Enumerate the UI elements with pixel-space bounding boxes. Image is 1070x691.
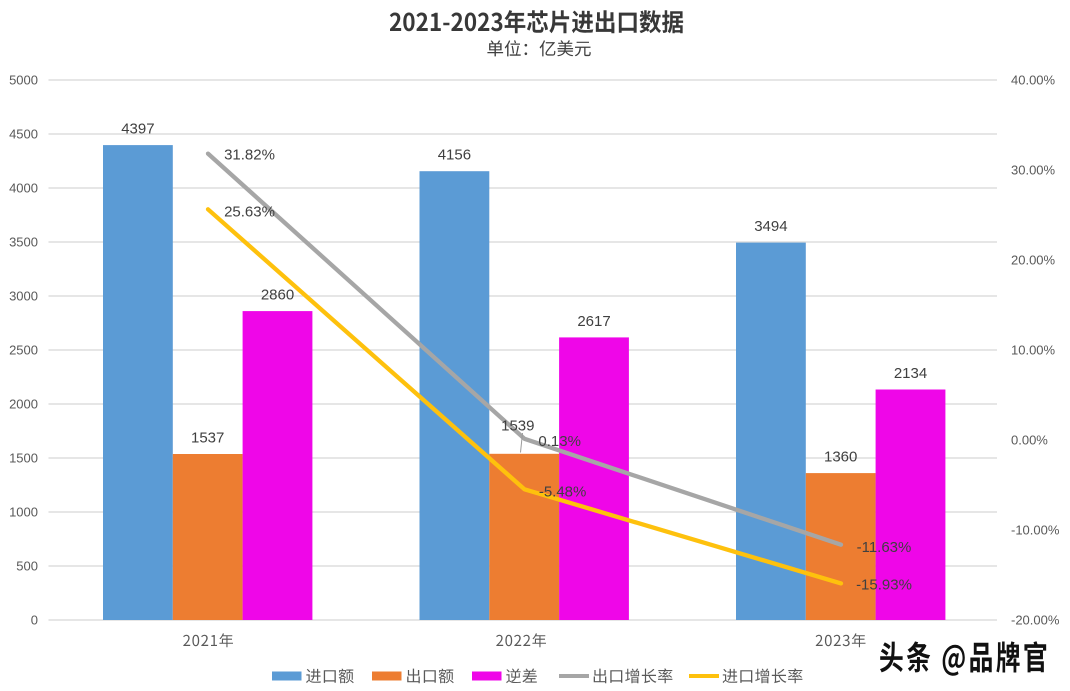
svg-text:4500: 4500 <box>9 127 38 142</box>
svg-text:4000: 4000 <box>9 181 38 196</box>
svg-text:-11.63%: -11.63% <box>857 539 912 556</box>
svg-text:1500: 1500 <box>9 451 38 466</box>
svg-text:3500: 3500 <box>9 235 38 250</box>
svg-text:5000: 5000 <box>9 73 38 88</box>
svg-text:3000: 3000 <box>9 289 38 304</box>
svg-text:2000: 2000 <box>9 397 38 412</box>
svg-text:1360: 1360 <box>824 449 857 466</box>
svg-text:0: 0 <box>31 613 38 628</box>
svg-text:-15.93%: -15.93% <box>856 577 912 594</box>
svg-text:40.00%: 40.00% <box>1011 73 1056 88</box>
svg-text:10.00%: 10.00% <box>1011 343 1056 358</box>
svg-text:2500: 2500 <box>9 343 38 358</box>
svg-text:2617: 2617 <box>577 313 610 330</box>
svg-text:30.00%: 30.00% <box>1011 163 1056 178</box>
svg-text:2860: 2860 <box>261 287 294 304</box>
svg-text:0.13%: 0.13% <box>538 433 581 450</box>
svg-text:4397: 4397 <box>121 121 154 138</box>
svg-text:2134: 2134 <box>894 365 927 382</box>
svg-text:1000: 1000 <box>9 505 38 520</box>
svg-text:0.00%: 0.00% <box>1011 433 1048 448</box>
svg-text:4156: 4156 <box>438 147 471 164</box>
svg-text:500: 500 <box>16 559 38 574</box>
svg-text:1537: 1537 <box>191 430 224 447</box>
svg-text:31.82%: 31.82% <box>224 147 275 164</box>
svg-text:20.00%: 20.00% <box>1011 253 1056 268</box>
svg-text:1539: 1539 <box>501 418 534 435</box>
svg-text:-10.00%: -10.00% <box>1011 523 1060 538</box>
svg-text:25.63%: 25.63% <box>224 204 275 221</box>
svg-text:3494: 3494 <box>754 218 787 235</box>
svg-text:-5.48%: -5.48% <box>539 484 587 501</box>
svg-text:-20.00%: -20.00% <box>1011 613 1060 628</box>
